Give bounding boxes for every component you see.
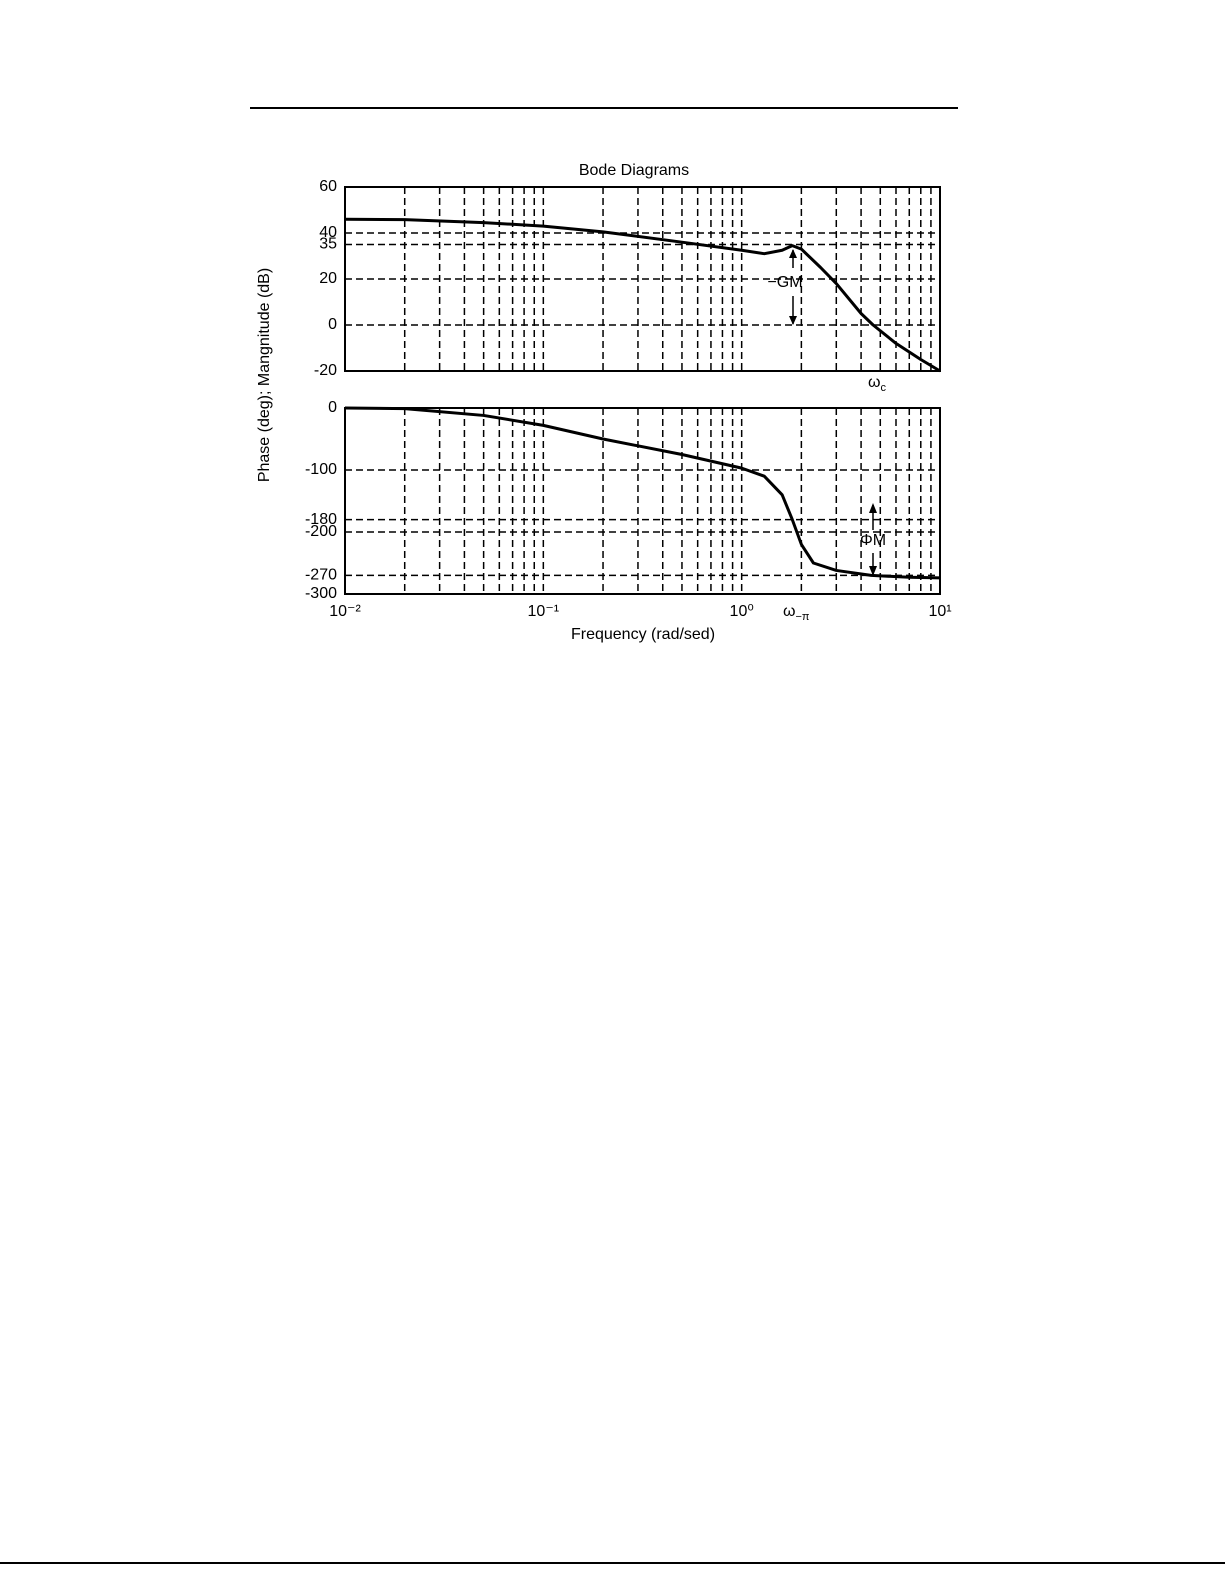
y-axis-label: Phase (deg); Mangnitude (dB) — [256, 268, 273, 482]
line — [344, 406, 941, 580]
y-tick-label: -100 — [305, 461, 337, 478]
x-tick-label: 10⁰ — [730, 603, 754, 620]
y-tick-label: 40 — [319, 224, 337, 241]
y-tick-label: -20 — [314, 362, 337, 379]
annotation: ωc — [868, 374, 887, 394]
y-tick-label: -180 — [305, 511, 337, 528]
y-tick-label: -200 — [305, 523, 337, 540]
y-tick-label: 0 — [328, 316, 337, 333]
x-axis-label: Frequency (rad/sed) — [571, 626, 715, 643]
annotation: ΦM — [860, 532, 886, 549]
y-tick-label: 0 — [328, 399, 337, 416]
annotation: ω−π — [783, 603, 810, 623]
annotation-symbol: ω — [868, 374, 881, 391]
plot-frame — [344, 186, 941, 372]
annotation-symbol: ω — [783, 603, 796, 620]
x-tick-label: 10¹ — [928, 603, 951, 620]
y-tick-label: 20 — [319, 270, 337, 287]
chart-title: Bode Diagrams — [579, 162, 689, 179]
gm-arrowheads — [789, 249, 797, 325]
annotation-subscript: −π — [796, 611, 810, 623]
line — [344, 217, 941, 373]
x-tick-label: 10⁻¹ — [528, 603, 560, 620]
y-tick-label: 35 — [319, 236, 337, 253]
y-tick-label: 60 — [319, 178, 337, 195]
x-tick-label: 10⁻² — [329, 603, 361, 620]
annotation-subscript: c — [881, 382, 887, 394]
plot-frame — [344, 407, 941, 595]
y-tick-label: -300 — [305, 585, 337, 602]
annotation: −GM — [767, 274, 802, 291]
y-tick-label: -270 — [305, 567, 337, 584]
